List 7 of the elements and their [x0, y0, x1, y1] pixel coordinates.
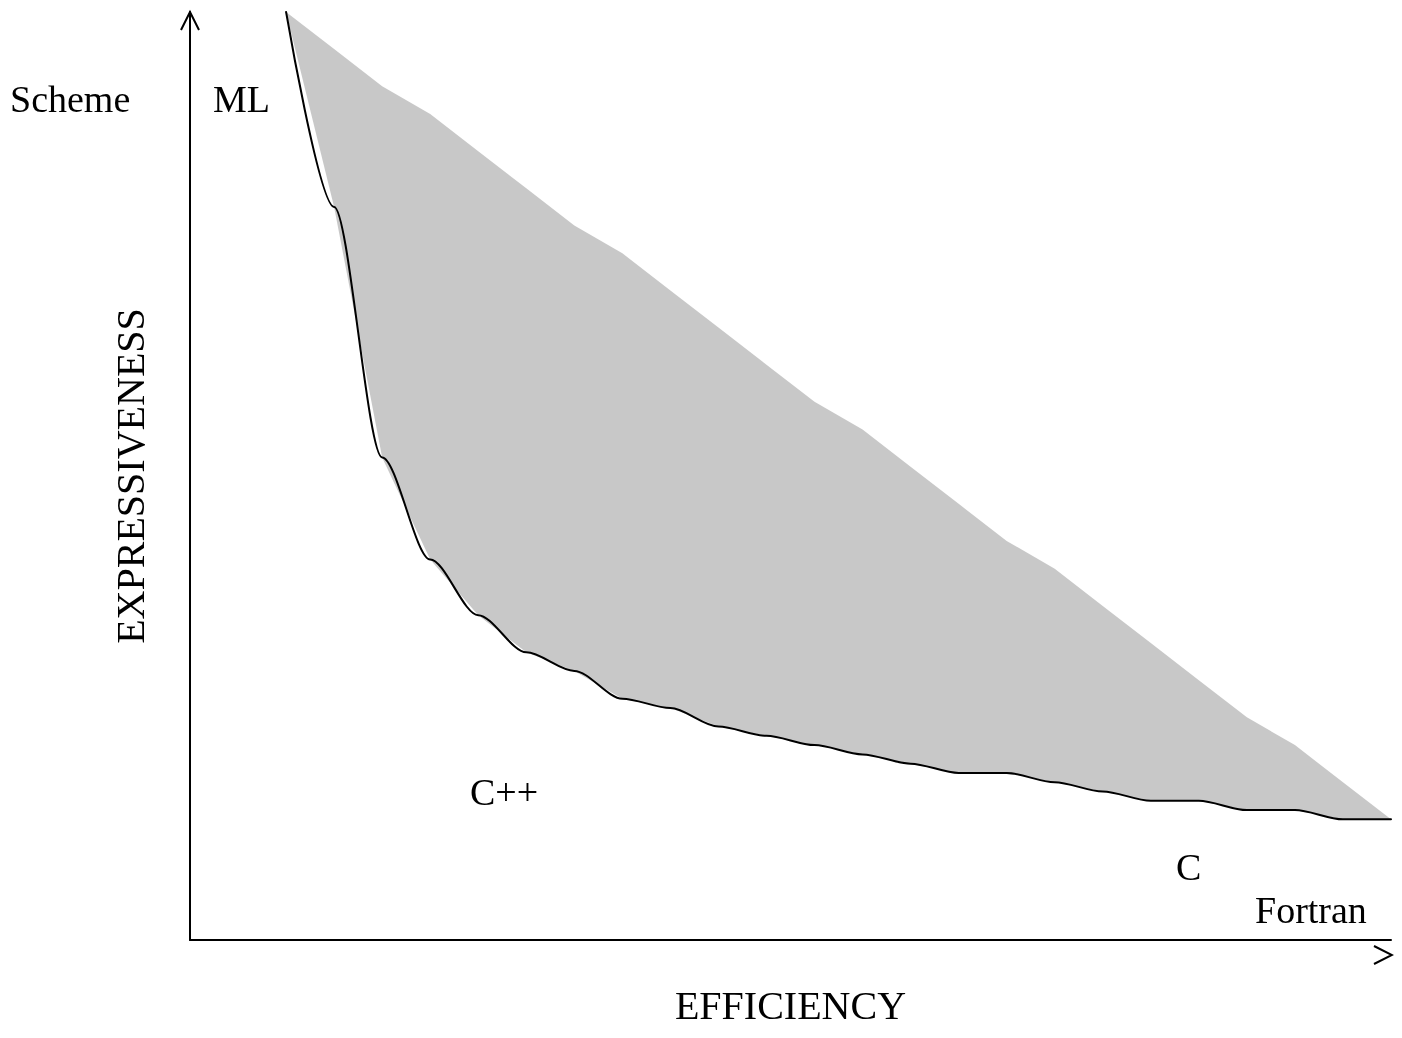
annotation: C [1176, 846, 1202, 888]
text: Scheme [10, 78, 131, 120]
annotation: C++ [470, 771, 539, 813]
annotation: Fortran [1255, 889, 1367, 931]
annotation: ML [213, 78, 270, 120]
y-axis-title: EXPRESSIVENESS [107, 308, 153, 644]
x-axis-title: EFFICIENCY [674, 982, 907, 1028]
